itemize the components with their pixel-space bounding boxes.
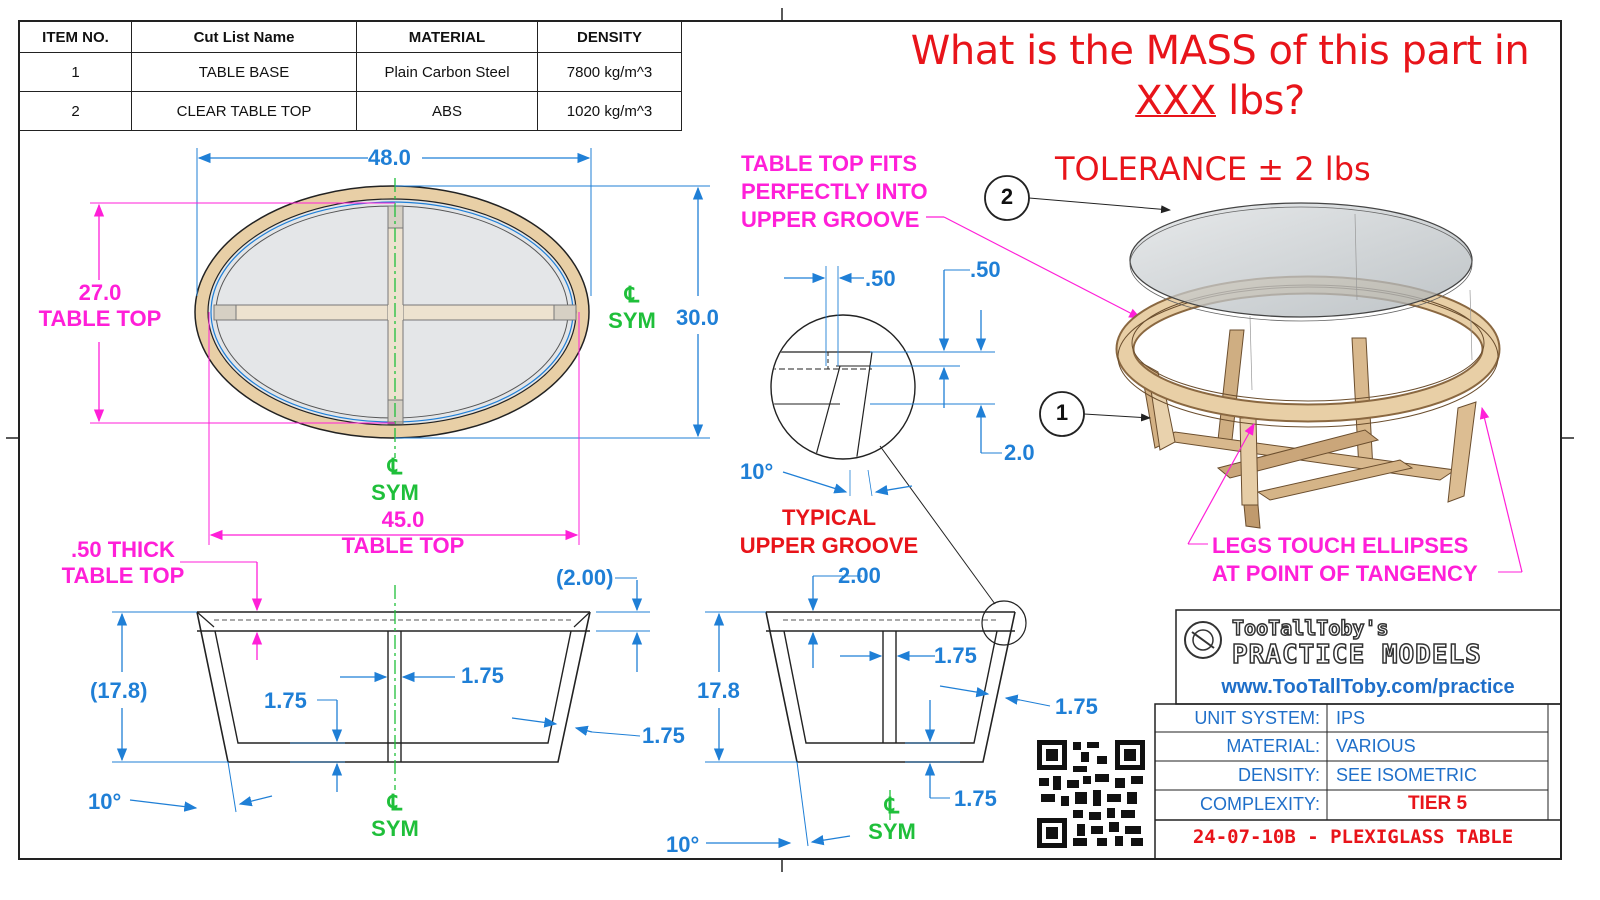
bom-item-no: 1 [19,52,132,92]
legs-tangency-note: LEGS TOUCH ELLIPSES AT POINT OF TANGENCY [1212,532,1478,588]
dim-side-leg-slant: 1.75 [1055,694,1098,719]
question-line1: What is the MASS of this part in [910,28,1530,74]
centerline-mark: ℄ [624,282,640,307]
dim-side-height: 17.8 [697,678,740,703]
bom-density-unit: kg/m^3 [600,63,653,81]
centerline-sym-right: ℄ SYM [606,282,658,334]
spec-material-label: MATERIAL: [1226,736,1320,756]
spec-density-label: DENSITY: [1237,765,1320,785]
front-view [112,561,650,813]
dim-table-top-depth-value: 27.0 [78,280,122,305]
dim-groove-height: .50 [970,257,1001,282]
dim-overall-depth: 30.0 [676,305,719,330]
sheet-border [18,20,1562,860]
table-top-thickness-line1: .50 THICK [71,537,175,562]
bom-density-value: 1020 [566,102,601,120]
bom-header-material: MATERIAL [356,21,538,53]
top-view [90,148,710,545]
spec-density-value: SEE ISOMETRIC [1336,765,1478,785]
qr-code [1037,740,1145,848]
dim-ref-height: (17.8) [90,678,148,703]
dim-leg-width-side: 1.75 [642,723,685,748]
spec-unit-system-value: IPS [1336,708,1366,728]
bom-material: Plain Carbon Steel [356,52,538,92]
typical-groove-label: TYPICAL UPPER GROOVE [728,504,930,560]
dim-leg-width-center: 1.75 [461,663,504,688]
dim-leg-width-bottom: 1.75 [264,688,307,713]
groove-detail [770,216,1142,605]
centerline-sym-side: ℄ SYM [866,793,918,845]
groove-fit-line3: UPPER GROOVE [741,207,920,232]
bom-row: 1 TABLE BASE Plain Carbon Steel 7800 kg/… [19,52,682,92]
brand-subtitle: PRACTICE MODELS [1231,639,1482,671]
mass-placeholder: XXX [1135,78,1216,124]
dim-groove-angle: 10° [740,459,774,484]
centerline-sym-bottom: ℄ SYM [369,454,421,506]
dim-side-leg-bottom: 1.75 [954,786,997,811]
sym-label: SYM [371,480,419,505]
dim-overall-width: 48.0 [368,145,411,170]
dim-table-top-width-value: 45.0 [381,507,425,532]
mass-question: What is the MASS of this part in XXX lbs… [880,26,1560,126]
dim-side-leg-center: 1.75 [934,643,977,668]
legs-tangency-line1: LEGS TOUCH ELLIPSES [1212,533,1469,558]
balloon-table-base: 1 [1055,400,1069,425]
centerline-mark: ℄ [884,793,900,818]
sym-label: SYM [608,308,656,333]
groove-fit-callout: TABLE TOP FITS PERFECTLY INTO UPPER GROO… [741,150,928,234]
balloon-table-top: 2 [1000,184,1014,209]
practice-url[interactable]: www.TooTallToby.com/practice [1221,676,1515,698]
spec-unit-system-label: UNIT SYSTEM: [1194,708,1320,728]
dim-side-angle: 10° [666,832,700,857]
dim-table-top-width: 45.0 TABLE TOP [330,507,476,559]
bom-density: 1020 kg/m^3 [537,91,682,131]
dim-ref-groove-width: (2.00) [556,565,614,590]
centerline-mark: ℄ [387,454,403,479]
spec-complexity-value: TIER 5 [1407,793,1468,814]
side-view [705,575,1051,849]
bom-cut-list-name: TABLE BASE [131,52,357,92]
groove-fit-line2: PERFECTLY INTO [741,179,928,204]
brand-name: TooTallToby's [1231,615,1389,641]
bom-header-item: ITEM NO. [19,21,132,53]
bom-header-density: DENSITY [537,21,682,53]
bom-header-name: Cut List Name [131,21,357,53]
centerline-sym-front: ℄ SYM [369,790,421,842]
bom-density-value: 7800 [566,63,601,81]
bom-material: ABS [356,91,538,131]
table-top-thickness-note: .50 THICK TABLE TOP [56,537,190,589]
legs-tangency-line2: AT POINT OF TANGENCY [1212,561,1478,586]
question-line2: XXX lbs? [880,76,1560,126]
title-block [1154,609,1562,860]
dim-table-top-width-label: TABLE TOP [341,533,465,558]
sym-label: SYM [868,819,916,844]
dim-groove-depth: 2.0 [1004,440,1035,465]
spec-material-value: VARIOUS [1336,736,1416,756]
dim-leg-angle: 10° [88,789,122,814]
dim-groove-width: .50 [865,266,896,291]
typical-groove-line2: UPPER GROOVE [739,533,919,558]
sym-label: SYM [371,816,419,841]
bom-header-row: ITEM NO. Cut List Name MATERIAL DENSITY [19,21,682,53]
bom-density: 7800 kg/m^3 [537,52,682,92]
centerline-mark: ℄ [387,790,403,815]
mass-unit: lbs? [1215,78,1305,124]
dim-side-groove-width: 2.00 [838,563,881,588]
dim-table-top-depth: 27.0 TABLE TOP [38,280,162,332]
groove-fit-line1: TABLE TOP FITS [741,151,918,176]
bom-row: 2 CLEAR TABLE TOP ABS 1020 kg/m^3 [19,91,682,131]
bom-cut-list-name: CLEAR TABLE TOP [131,91,357,131]
spec-complexity-label: COMPLEXITY: [1199,794,1320,814]
bom-table: ITEM NO. Cut List Name MATERIAL DENSITY … [19,21,682,131]
bom-item-no: 2 [19,91,132,131]
isometric-view [984,175,1523,573]
bom-density-unit: kg/m^3 [600,102,653,120]
tolerance-label: TOLERANCE ± 2 lbs [1055,150,1371,188]
drawing-number: 24-07-10B - PLEXIGLASS TABLE [1192,826,1514,848]
dim-table-top-depth-label: TABLE TOP [38,306,162,331]
table-top-thickness-line2: TABLE TOP [61,563,185,588]
typical-groove-line1: TYPICAL [781,505,877,530]
